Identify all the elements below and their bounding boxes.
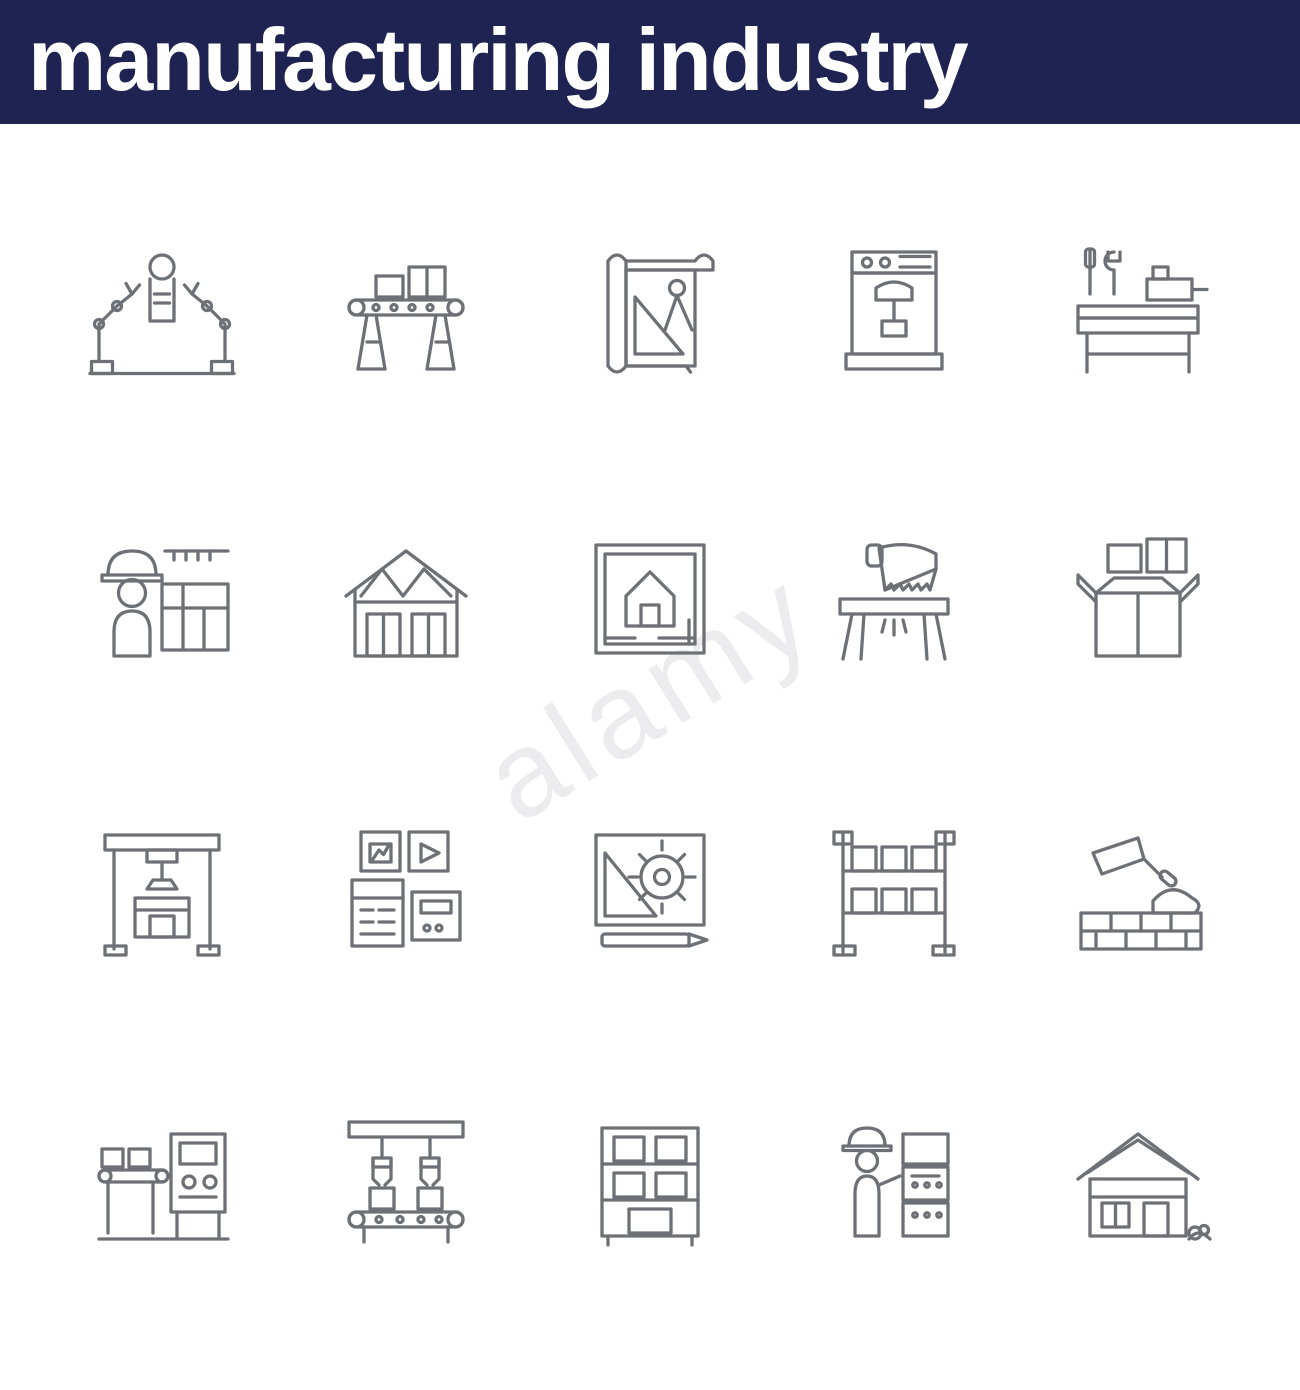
sawing-table-icon [772, 454, 1016, 744]
prefab-house-icon [1016, 1034, 1260, 1324]
gear-drafting-icon [528, 744, 772, 1034]
warehouse-building-icon [284, 454, 528, 744]
assembly-line-machine-icon [40, 1034, 284, 1324]
worker-stacking-icon [772, 1034, 1016, 1324]
conveyor-boxes-icon [284, 164, 528, 454]
bricklaying-icon [1016, 744, 1260, 1034]
shelf-boxes-icon [528, 1034, 772, 1324]
robotic-arms-worker-icon [40, 164, 284, 454]
blueprint-draft-icon [528, 164, 772, 454]
robot-gripper-conveyor-icon [284, 1034, 528, 1324]
gantry-crane-icon [40, 744, 284, 1034]
engineer-plans-icon [40, 454, 284, 744]
packaging-boxes-icon [1016, 454, 1260, 744]
floor-plan-icon [528, 454, 772, 744]
molding-press-icon [772, 164, 1016, 454]
storage-rack-icon [772, 744, 1016, 1034]
icon-grid [0, 124, 1300, 1384]
workbench-tools-icon [1016, 164, 1260, 454]
control-cabinet-icon [284, 744, 528, 1034]
page-title: manufacturing industry [0, 0, 1300, 124]
